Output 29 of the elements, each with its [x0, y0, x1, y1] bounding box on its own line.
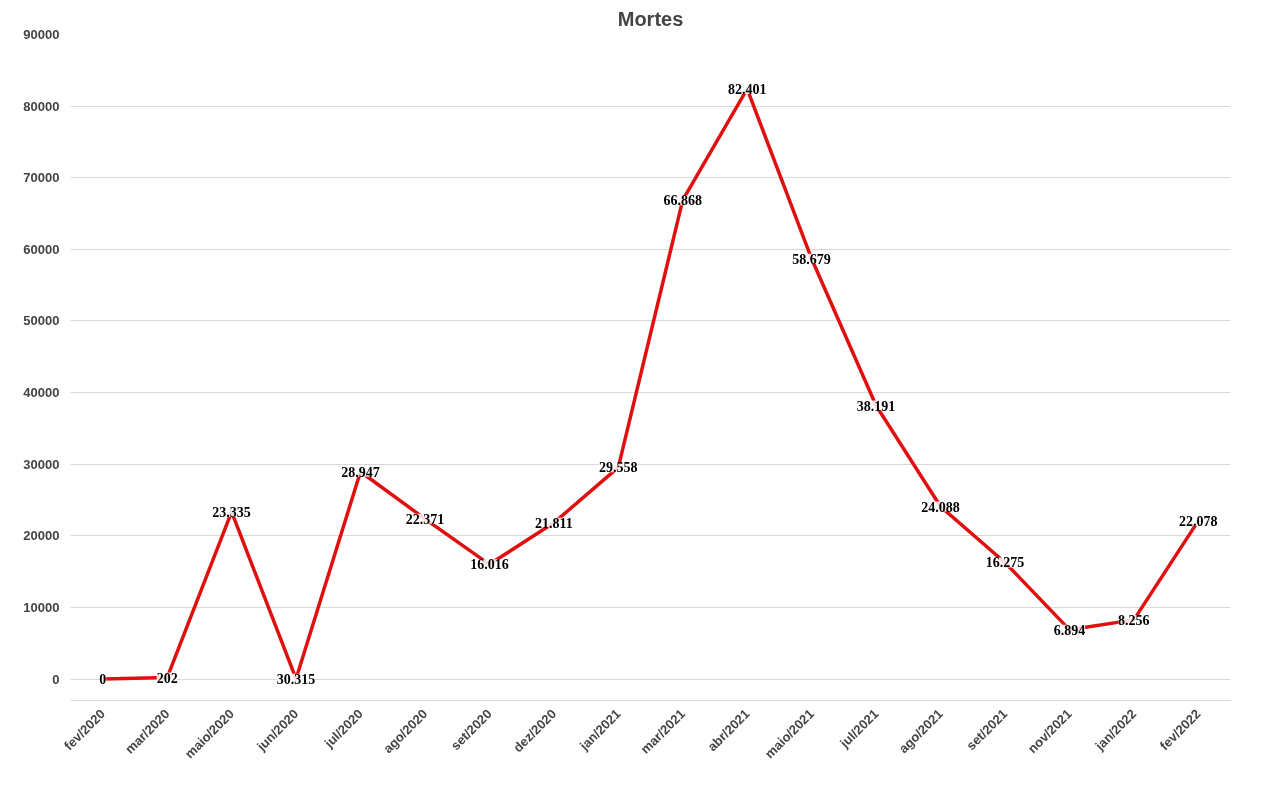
y-tick-label: 20000 — [23, 528, 60, 544]
data-label: 23.335 — [212, 504, 251, 520]
y-tick-label: 90000 — [23, 27, 60, 42]
y-tick-label: 10000 — [23, 599, 60, 615]
data-label: 6.894 — [1053, 622, 1086, 638]
y-tick-label: 60000 — [23, 241, 60, 257]
y-tick-label: 40000 — [23, 385, 60, 401]
data-label: 82.401 — [727, 81, 767, 97]
data-label: 22.371 — [405, 511, 445, 527]
y-tick-label: 30000 — [23, 456, 60, 472]
data-label: 16.016 — [470, 557, 509, 573]
data-label: 8.256 — [1118, 612, 1150, 628]
data-label: 21.811 — [534, 515, 573, 531]
data-label: 202 — [156, 670, 178, 686]
data-label: 24.088 — [921, 499, 960, 515]
data-label: 29.558 — [599, 460, 638, 476]
chart-title: Mortes — [617, 7, 684, 30]
data-label: 66.868 — [663, 193, 702, 209]
data-label: 28.947 — [341, 464, 380, 480]
y-tick-label: 50000 — [23, 313, 60, 329]
data-label: 38.191 — [856, 398, 896, 414]
y-tick-label: 80000 — [23, 98, 60, 114]
data-label: 0 — [99, 672, 107, 688]
data-label: 22.078 — [1179, 513, 1218, 529]
y-tick-label: 0 — [52, 671, 60, 687]
data-label: 16.275 — [985, 555, 1025, 571]
data-label: 30.315 — [276, 671, 316, 687]
y-tick-label: 70000 — [23, 170, 60, 186]
data-label: 58.679 — [792, 251, 831, 267]
